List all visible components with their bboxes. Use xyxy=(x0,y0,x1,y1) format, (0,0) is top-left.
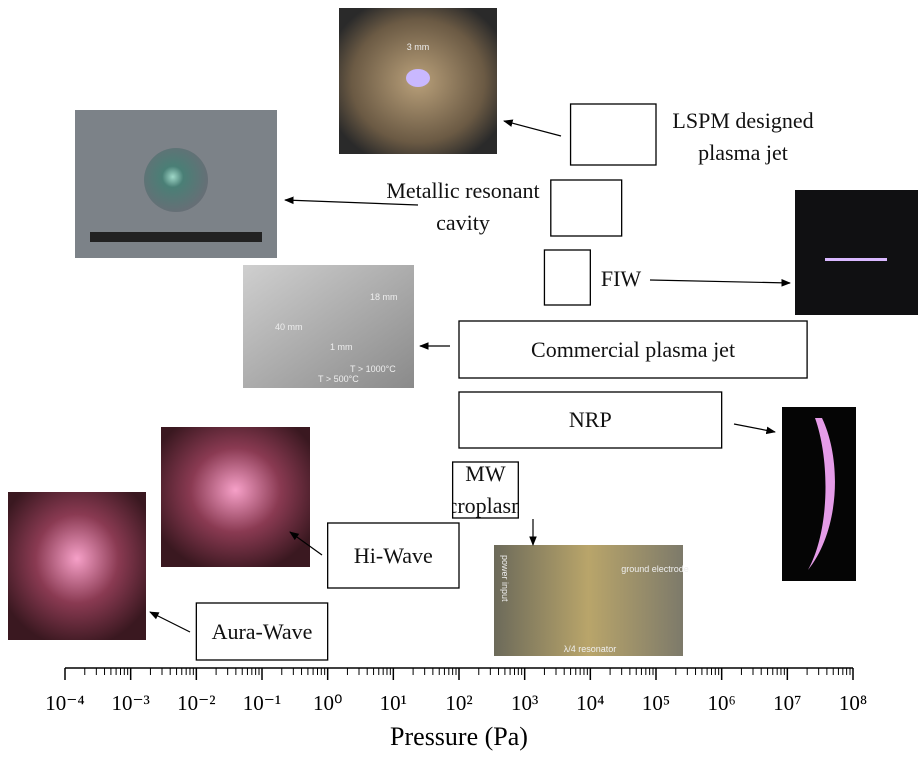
box-label: Hi-Wave xyxy=(328,523,459,588)
figure: 3 mm 40 mm 1 mm 18 mm T > 1000°C T > 500… xyxy=(0,0,918,760)
photo-text: power input xyxy=(500,555,510,602)
photo-text: 40 mm xyxy=(275,322,303,332)
photo-fiw xyxy=(795,190,918,315)
box-label: Commercial plasma jet xyxy=(459,321,807,378)
x-tick-label: 10⁷ xyxy=(773,691,801,715)
box-label: NRP xyxy=(459,392,722,448)
box-label-frame: NRP xyxy=(459,392,722,448)
arrow xyxy=(734,424,775,432)
photo-text: 1 mm xyxy=(330,342,353,352)
photo-text: 18 mm xyxy=(370,292,398,302)
arrow xyxy=(650,280,790,283)
arrow xyxy=(150,612,190,632)
box-label-frame: MW microplasmas xyxy=(453,462,519,518)
x-tick-label: 10⁻² xyxy=(177,691,215,715)
box-label: FIW xyxy=(596,262,646,296)
photo-text: 3 mm xyxy=(407,42,430,52)
range-box xyxy=(544,250,590,305)
photo-text: λ/4 resonator xyxy=(564,644,617,654)
box-label-frame: Metallic resonant cavity xyxy=(378,175,548,239)
cavity-window xyxy=(144,148,208,212)
arrow xyxy=(504,121,561,136)
x-tick-label: 10⁵ xyxy=(642,691,670,715)
x-tick-label: 10⁴ xyxy=(576,691,604,715)
box-label-frame: Commercial plasma jet xyxy=(459,321,807,378)
box-label-frame: FIW xyxy=(596,262,646,296)
x-tick-label: 10⁶ xyxy=(708,691,736,715)
photo-mw xyxy=(494,545,683,656)
range-box xyxy=(551,180,622,236)
x-tick-label: 10⁻⁴ xyxy=(45,691,84,715)
photo-aurawave xyxy=(8,492,146,640)
cavity-base xyxy=(90,232,262,242)
x-tick-label: 10⁻³ xyxy=(111,691,149,715)
photo-text: ground electrode xyxy=(621,564,689,574)
fiw-glow xyxy=(825,258,887,261)
box-label-frame: LSPM designed plasma jet xyxy=(648,105,838,169)
photo-hiwave xyxy=(161,427,310,567)
x-tick-label: 10² xyxy=(445,691,472,715)
box-label-frame: Hi-Wave xyxy=(328,523,459,588)
box-label: LSPM designed plasma jet xyxy=(648,105,838,169)
box-label: Aura-Wave xyxy=(196,603,327,660)
box-label-frame: Aura-Wave xyxy=(196,603,327,660)
x-tick-label: 10¹ xyxy=(380,691,407,715)
box-label: MW microplasmas xyxy=(453,462,519,518)
photo-text: T > 500°C xyxy=(318,374,359,384)
range-box xyxy=(571,104,656,165)
photo-nrp xyxy=(782,407,856,581)
box-label: Metallic resonant cavity xyxy=(378,175,548,239)
plasma-glow xyxy=(406,69,430,87)
x-tick-label: 10³ xyxy=(511,691,538,715)
x-tick-label: 10⁻¹ xyxy=(243,691,281,715)
x-tick-label: 10⁰ xyxy=(313,691,342,715)
x-tick-label: 10⁸ xyxy=(839,691,867,715)
x-axis-title: Pressure (Pa) xyxy=(390,722,528,751)
photo-text: T > 1000°C xyxy=(350,364,396,374)
